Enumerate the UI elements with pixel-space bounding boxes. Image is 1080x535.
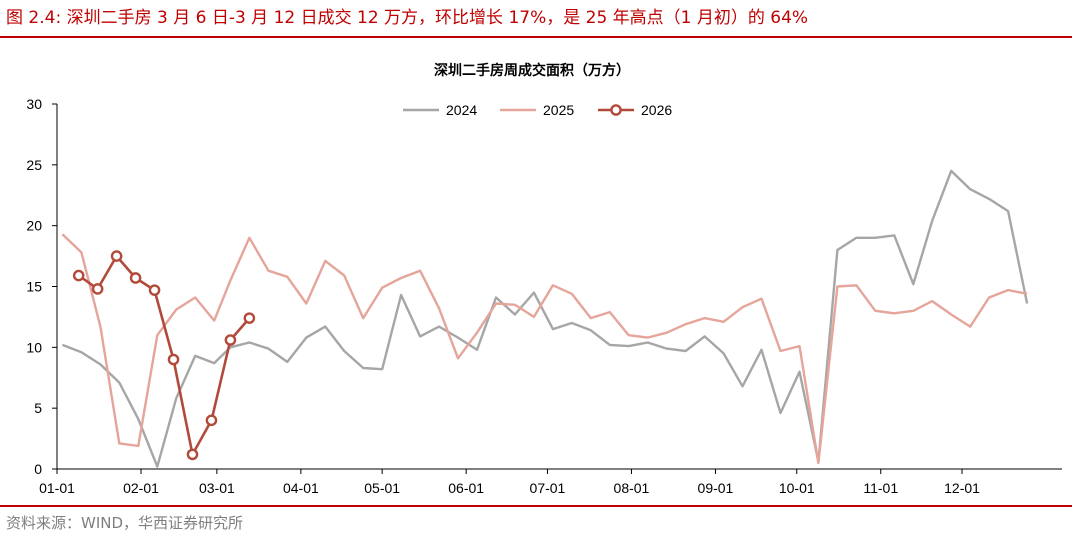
data-point-2026 xyxy=(167,353,180,366)
chart-legend: 2024 2025 2026 xyxy=(403,102,672,118)
x-tick-label: 11-01 xyxy=(863,480,898,496)
x-tick-label: 04-01 xyxy=(283,480,319,496)
series-line-2025 xyxy=(61,233,1028,465)
chart-title: 深圳二手房周成交面积（万方） xyxy=(434,62,630,79)
y-tick-label: 10 xyxy=(26,339,42,355)
legend-item-2024: 2024 xyxy=(403,102,477,118)
source-note: 资料来源：WIND，华西证券研究所 xyxy=(6,514,244,532)
y-tick-label: 0 xyxy=(34,461,42,477)
bottom-rule xyxy=(0,505,1072,507)
legend-label: 2026 xyxy=(641,102,672,118)
x-tick-label: 12-01 xyxy=(944,480,980,496)
data-point-2026 xyxy=(91,283,104,295)
series-line-2024 xyxy=(61,169,1029,468)
data-point-2026 xyxy=(243,312,256,324)
data-point-2026 xyxy=(205,414,218,427)
chart-series xyxy=(61,169,1029,468)
series-line-2026 xyxy=(77,254,251,456)
legend-item-2026: 2026 xyxy=(598,102,672,118)
y-tick-label: 15 xyxy=(26,279,42,295)
legend-marker xyxy=(610,104,622,116)
data-point-2026 xyxy=(148,284,161,296)
y-tick-label: 25 xyxy=(26,157,42,173)
series-2025 xyxy=(61,233,1028,465)
y-tick-label: 30 xyxy=(26,96,42,112)
series-2024 xyxy=(61,169,1029,468)
x-tick-label: 09-01 xyxy=(698,480,734,496)
y-tick-label: 5 xyxy=(34,400,42,416)
top-rule xyxy=(0,36,1072,38)
data-point-2026 xyxy=(186,448,199,461)
x-tick-label: 02-01 xyxy=(123,480,159,496)
y-tick-label: 20 xyxy=(26,218,42,234)
data-point-2026 xyxy=(224,334,237,346)
data-point-2026 xyxy=(110,250,123,262)
x-tick-label: 10-01 xyxy=(779,480,815,496)
legend-label: 2025 xyxy=(543,102,574,118)
x-tick-label: 03-01 xyxy=(199,480,235,496)
figure-caption: 图 2.4: 深圳二手房 3 月 6 日-3 月 12 日成交 12 万方，环比… xyxy=(6,8,809,28)
data-point-2026 xyxy=(72,269,85,282)
x-tick-label: 06-01 xyxy=(448,480,484,496)
x-tick-label: 08-01 xyxy=(614,480,650,496)
legend-item-2025: 2025 xyxy=(500,102,574,118)
x-tick-label: 05-01 xyxy=(364,480,400,496)
data-point-2026 xyxy=(129,272,142,284)
series-2026 xyxy=(72,250,256,461)
x-tick-label: 07-01 xyxy=(530,480,566,496)
legend-label: 2024 xyxy=(446,102,477,118)
x-tick-label: 01-01 xyxy=(39,480,75,496)
